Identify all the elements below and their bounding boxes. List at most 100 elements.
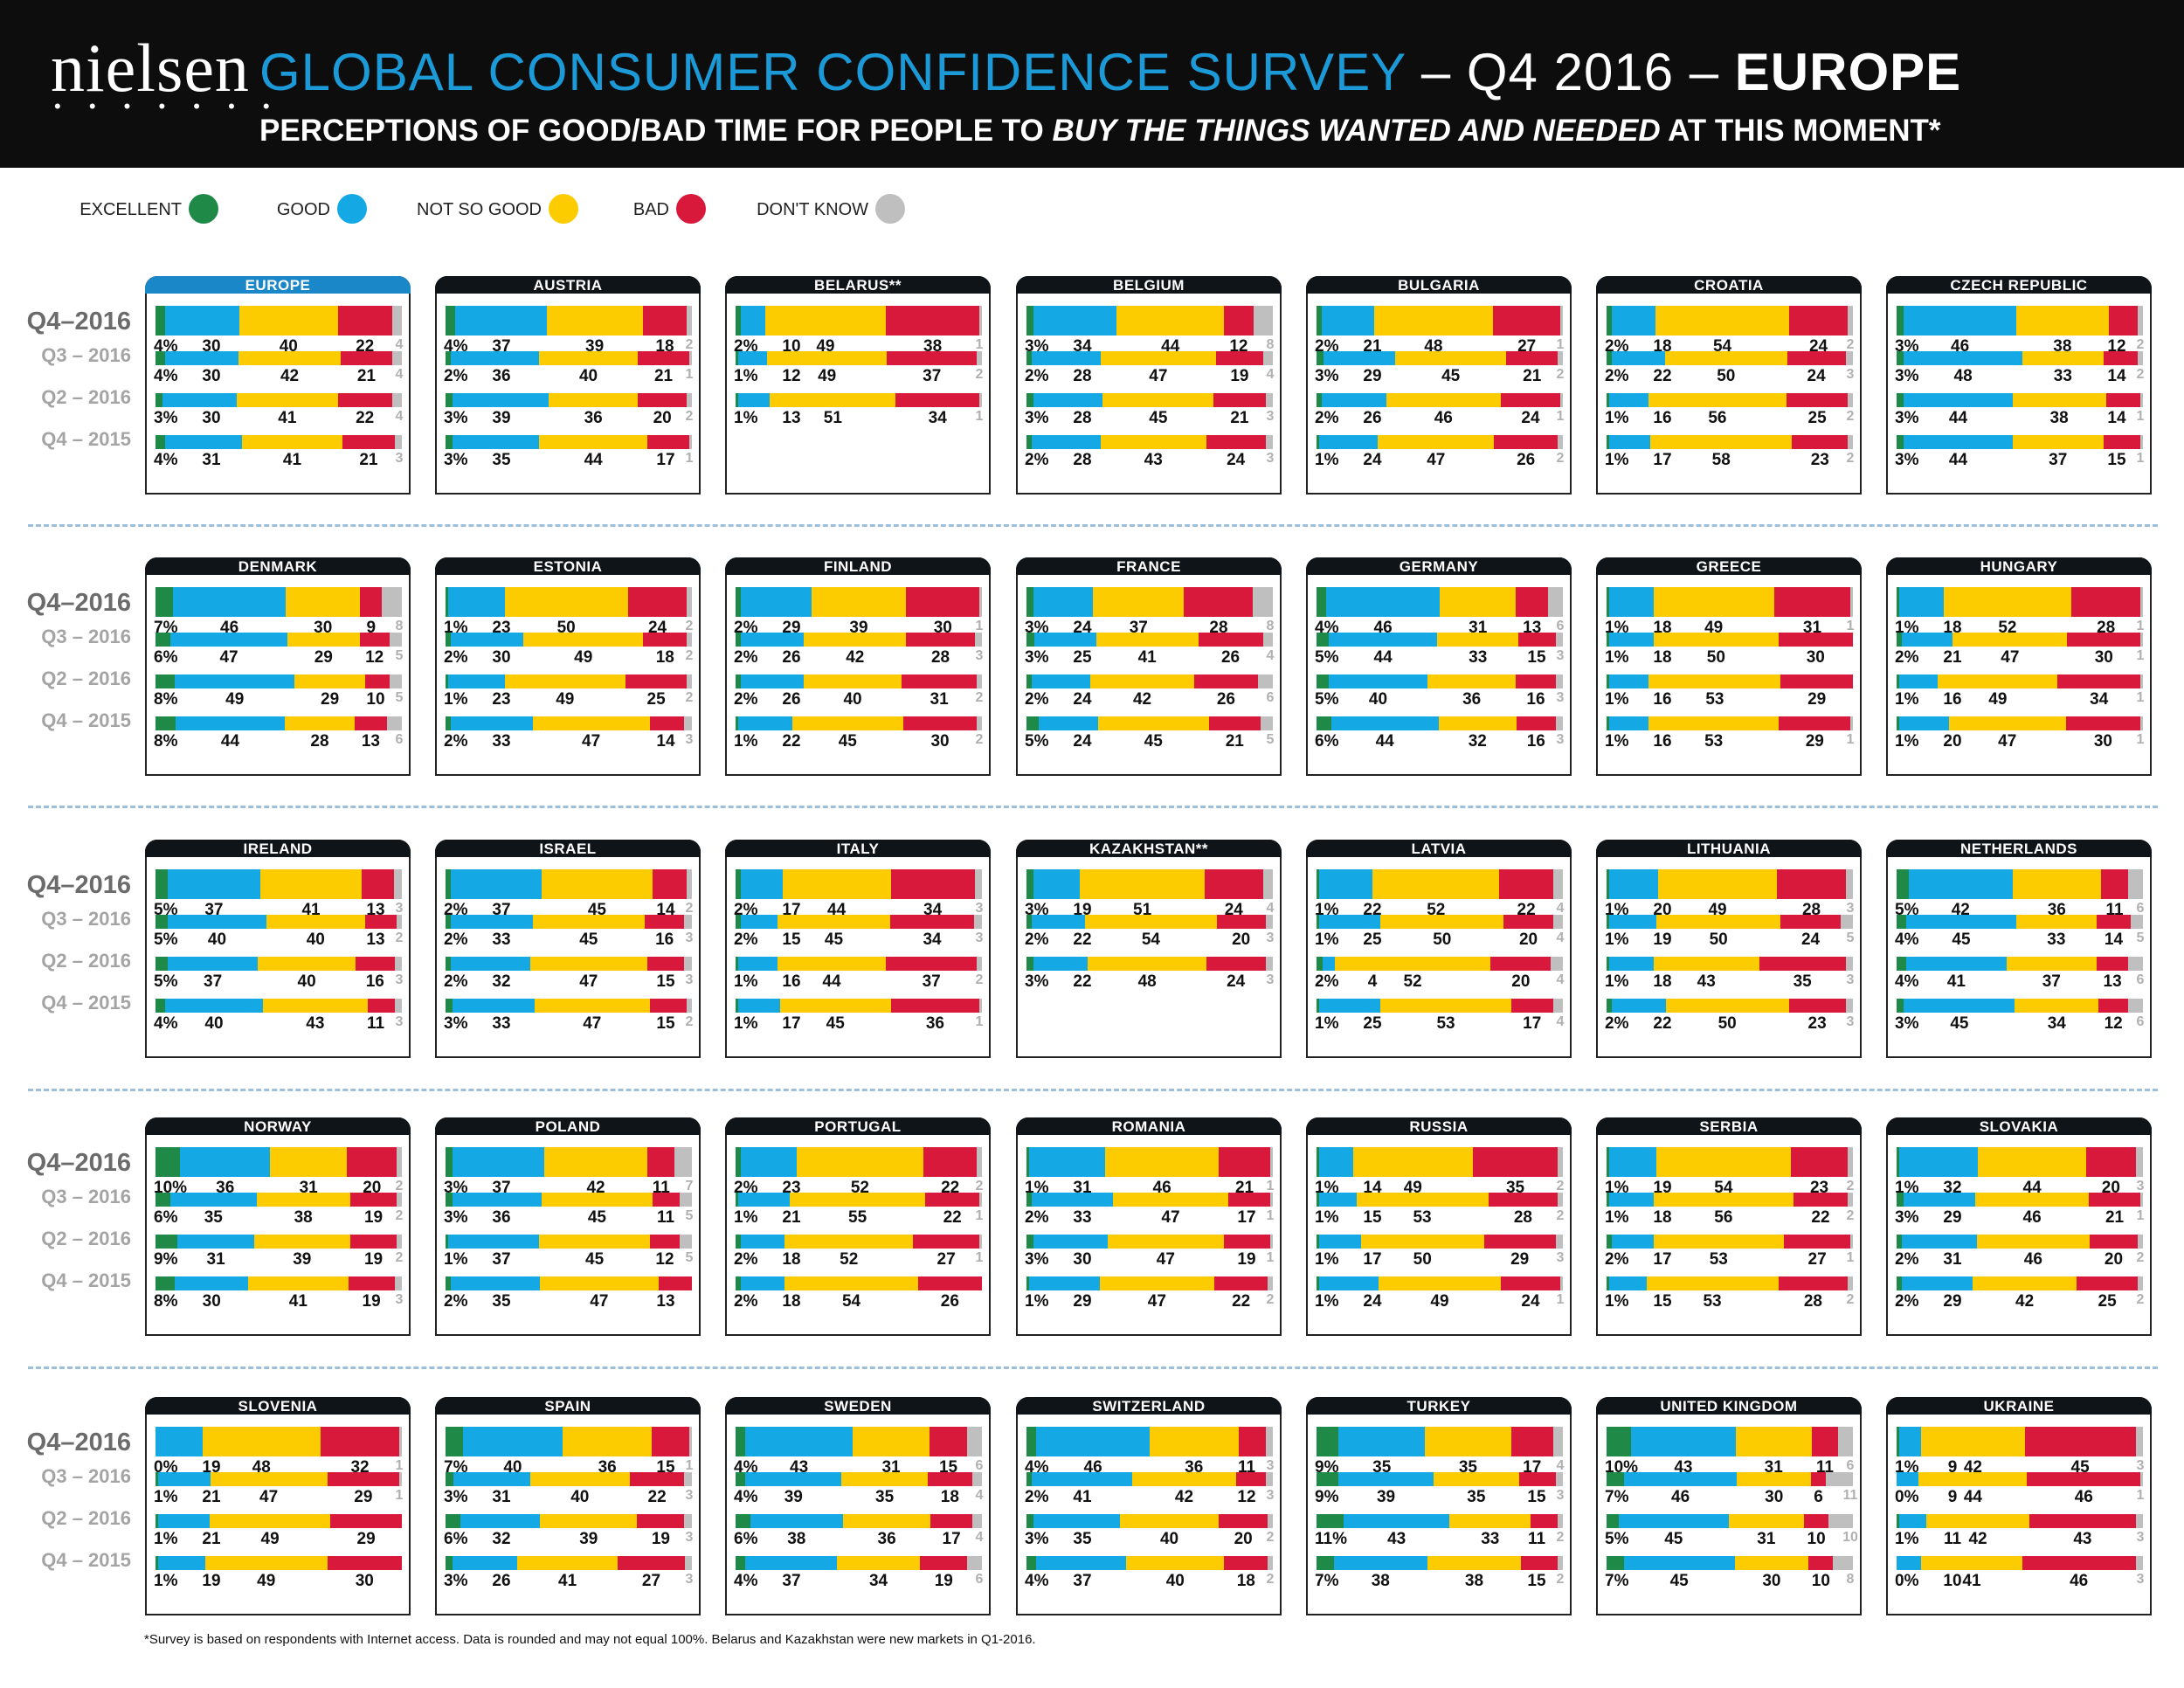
value-label: 9% bbox=[1315, 1458, 1339, 1477]
value-label: 37 bbox=[923, 367, 942, 385]
value-label: 2% bbox=[444, 972, 468, 991]
value-label: 20 bbox=[2104, 1250, 2124, 1269]
stacked-bar bbox=[156, 393, 402, 407]
not-so-good-segment bbox=[1734, 1556, 1809, 1570]
value-label: 3 bbox=[1556, 690, 1565, 705]
excellent-segment bbox=[156, 393, 163, 407]
dont-know-segment bbox=[1270, 1235, 1273, 1249]
value-label: 2 bbox=[975, 732, 984, 747]
excellent-segment bbox=[1317, 306, 1322, 336]
value-label: 30 bbox=[1765, 1488, 1784, 1506]
bad-segment bbox=[362, 869, 395, 899]
country-panel: GREECE 1% 18 49 31 1 1% 18 50 30 1% 16 53 29 1% 16 53 29 1 bbox=[1596, 557, 1862, 776]
value-label: 9% bbox=[1315, 1488, 1339, 1506]
bad-segment bbox=[1788, 999, 1846, 1013]
value-label: 2% bbox=[444, 901, 468, 919]
value-label: 30 bbox=[1762, 1572, 1781, 1590]
stacked-bar bbox=[1317, 1556, 1563, 1570]
excellent-segment bbox=[1026, 435, 1032, 449]
dont-know-segment bbox=[679, 1235, 692, 1249]
stacked-bar bbox=[1897, 716, 2143, 730]
good-segment bbox=[168, 869, 260, 899]
value-label: 2% bbox=[1605, 1250, 1629, 1269]
good-segment bbox=[740, 1276, 785, 1290]
value-label: 21 bbox=[1234, 1179, 1254, 1197]
good-segment bbox=[1611, 351, 1665, 365]
excellent-segment bbox=[1607, 716, 1609, 730]
value-label: 40 bbox=[306, 930, 325, 949]
value-label: 21 bbox=[1363, 337, 1382, 356]
value-label: 10 bbox=[1842, 1530, 1858, 1545]
value-label: 29 bbox=[1943, 1292, 1962, 1311]
good-segment bbox=[1630, 1427, 1736, 1456]
value-label: 16 bbox=[1653, 732, 1672, 751]
period-labels: Q4–2016 Q3 – 2016 Q2 – 2016 Q4 – 2015 bbox=[0, 276, 140, 468]
value-label: 43 bbox=[790, 1458, 809, 1477]
panel-title: FINLAND bbox=[725, 557, 991, 575]
value-label: 6 bbox=[1556, 619, 1565, 633]
value-label: 3 bbox=[1266, 1458, 1275, 1473]
value-label: 6% bbox=[1315, 732, 1339, 751]
bad-segment bbox=[1216, 915, 1266, 929]
stacked-bar bbox=[1607, 716, 1853, 730]
dont-know-segment bbox=[2128, 999, 2143, 1013]
good-segment bbox=[453, 435, 540, 449]
value-label: 13 bbox=[366, 901, 385, 919]
stacked-bar bbox=[1317, 957, 1563, 971]
value-label: 35 bbox=[875, 1488, 895, 1506]
stacked-bar bbox=[446, 1556, 692, 1570]
value-label: 31 bbox=[492, 1488, 511, 1506]
stacked-bar bbox=[446, 1276, 692, 1290]
value-label: 4 bbox=[1266, 901, 1275, 916]
value-label: 5 bbox=[685, 1250, 694, 1265]
value-label: 5 bbox=[395, 690, 404, 705]
excellent-segment bbox=[1607, 1427, 1631, 1456]
value-label: 1 bbox=[395, 1488, 404, 1503]
footnote: *Survey is based on respondents with Int… bbox=[144, 1632, 1036, 1647]
stacked-bar bbox=[1026, 1556, 1273, 1570]
good-segment bbox=[745, 1427, 853, 1456]
good-segment bbox=[1608, 716, 1648, 730]
country-panel: SWEDEN 4% 43 31 15 6 4% 39 35 18 4 6% 38 36 17 4 4% 37 34 1… bbox=[725, 1397, 991, 1615]
not-so-good-segment bbox=[1975, 1193, 2089, 1207]
bad-segment bbox=[1228, 1193, 1271, 1207]
stacked-bar bbox=[1897, 1556, 2143, 1570]
country-panel: BULGARIA 2% 21 48 27 1 3% 29 45 21 2 2% 26 46 24 1 1% 24 4… bbox=[1306, 276, 1572, 495]
value-label: 35 bbox=[1372, 1458, 1392, 1477]
not-so-good-segment bbox=[562, 1427, 653, 1456]
value-label: 1 bbox=[975, 1250, 984, 1265]
value-label: 2 bbox=[2136, 1292, 2145, 1307]
dont-know-segment bbox=[684, 716, 692, 730]
stacked-bar bbox=[1026, 1276, 1273, 1290]
stacked-bar bbox=[1317, 351, 1563, 365]
value-label: 4 bbox=[395, 409, 404, 424]
value-label: 11 bbox=[1842, 1488, 1858, 1503]
value-label: 20 bbox=[2101, 1179, 2120, 1197]
value-label: 3 bbox=[1846, 901, 1855, 916]
value-label: 1% bbox=[1315, 451, 1339, 469]
value-label: 32 bbox=[1943, 1179, 1962, 1197]
stacked-bar bbox=[1607, 1514, 1853, 1528]
excellent-segment bbox=[1317, 1556, 1334, 1570]
value-label: 48 bbox=[1424, 337, 1443, 356]
value-label: 1% bbox=[1895, 619, 1919, 637]
value-label: 3 bbox=[685, 732, 694, 747]
value-label: 10% bbox=[1605, 1458, 1639, 1477]
value-label: 4% bbox=[1025, 1572, 1049, 1590]
excellent-segment bbox=[736, 351, 738, 365]
value-label: 35 bbox=[204, 1208, 223, 1227]
excellent-segment bbox=[736, 1276, 741, 1290]
value-label: 3 bbox=[1556, 648, 1565, 663]
not-so-good-segment bbox=[1653, 957, 1759, 971]
good-segment bbox=[1608, 435, 1651, 449]
bad-segment bbox=[327, 1472, 400, 1486]
dont-know-segment bbox=[977, 957, 982, 971]
not-so-good-segment bbox=[539, 351, 638, 365]
value-label: 24 bbox=[1227, 451, 1246, 469]
not-so-good-segment bbox=[287, 633, 360, 647]
value-label: 42 bbox=[2015, 1292, 2035, 1311]
value-label: 4% bbox=[154, 337, 178, 356]
not-so-good-segment bbox=[529, 957, 647, 971]
dont-know-segment bbox=[391, 351, 402, 365]
excellent-segment bbox=[446, 351, 451, 365]
